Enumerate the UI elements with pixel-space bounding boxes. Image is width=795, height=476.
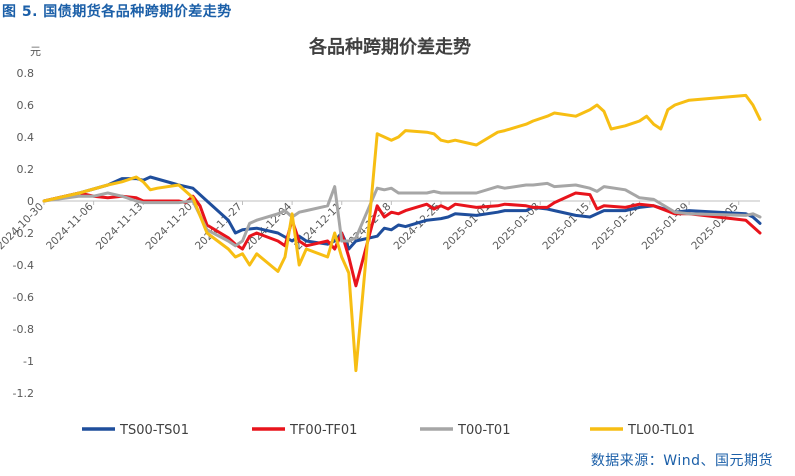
chart-title: 各品种跨期价差走势	[308, 36, 471, 58]
y-tick-label: -0.8	[13, 323, 34, 336]
legend-label: TS00-TS01	[119, 423, 189, 438]
x-tick-label: 2024-11-13	[94, 201, 146, 253]
y-tick-label: 0.6	[17, 99, 35, 112]
y-tick-label: -0.2	[13, 227, 34, 240]
x-tick-label: 2024-10-30	[0, 201, 46, 253]
legend-label: TL00-TL01	[627, 423, 695, 438]
legend: TS00-TS01 TF00-TF01 T00-T01 TL00-TL01	[82, 423, 695, 438]
y-tick-label: -0.6	[13, 291, 34, 304]
legend-label: TF00-TF01	[289, 423, 357, 438]
legend-label: T00-T01	[457, 423, 510, 438]
series-line-tl00-tl01	[42, 93, 762, 373]
y-tick-label: -1.2	[13, 387, 34, 400]
y-tick-label: -0.4	[13, 259, 34, 272]
series-lines	[42, 93, 762, 373]
y-tick-label: 0	[27, 195, 34, 208]
data-source-note: 数据来源：Wind、国元期货	[590, 453, 773, 469]
y-tick-label: 0.2	[17, 163, 35, 176]
x-tick-label: 2024-11-06	[44, 200, 96, 252]
y-tick-label: -1	[23, 355, 34, 368]
y-axis-unit-label: 元	[30, 45, 41, 58]
y-axis-ticks: 0.8 0.6 0.4 0.2 0 -0.2 -0.4 -0.6 -0.8 -1 -1.2	[13, 67, 34, 400]
y-tick-label: 0.8	[17, 67, 35, 80]
x-tick-label: 2025-02-05	[689, 201, 741, 253]
x-tick-label: 2024-11-20	[143, 201, 195, 253]
y-tick-label: 0.4	[17, 131, 35, 144]
figure-caption: 图 5. 国债期货各品种跨期价差走势	[2, 4, 232, 20]
series-line-ts00-ts01	[42, 175, 762, 251]
